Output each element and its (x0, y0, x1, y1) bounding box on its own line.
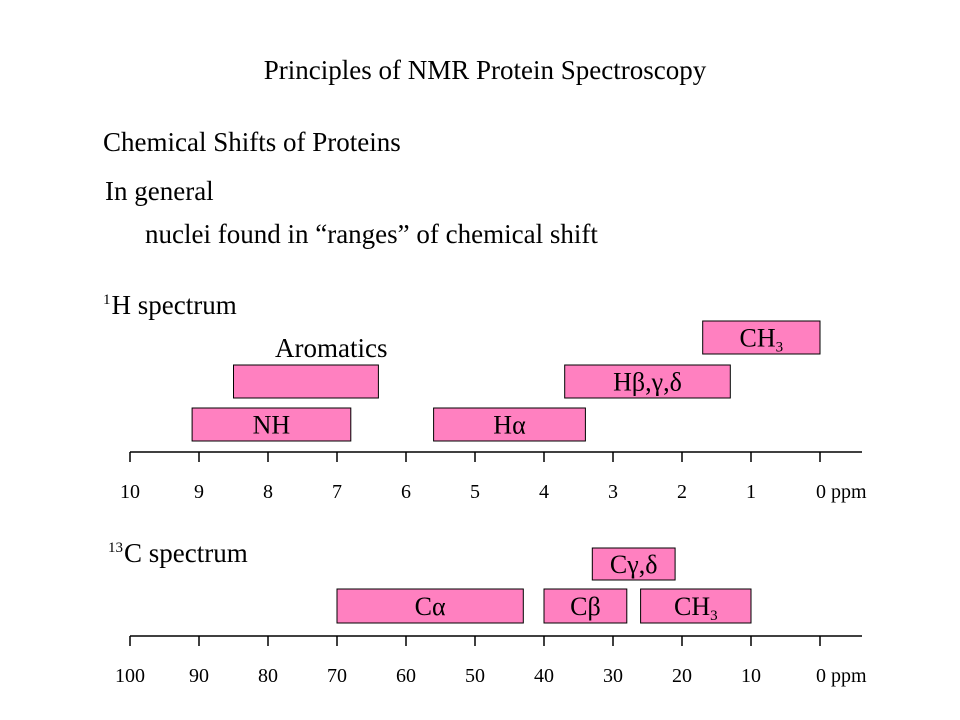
nh-label: NH (253, 411, 291, 440)
h-spectrum-label: 1H spectrum (103, 290, 237, 321)
tick-label: 60 (396, 665, 416, 687)
c-spectrum: 100 90 80 70 60 50 40 30 20 10 0 ppm Cα Cβ Cγ,δ CH3 (115, 547, 867, 687)
intro-line: In general (105, 176, 214, 206)
h-beta-gamma-delta-box (564, 364, 731, 399)
h-spectrum-text: H spectrum (111, 290, 237, 320)
section-heading: Chemical Shifts of Proteins (103, 127, 401, 157)
tick-label: 20 (672, 665, 692, 687)
h-beta-gamma-delta-range: Hβ,γ,δ (564, 364, 731, 399)
tick-label: 80 (258, 665, 278, 687)
c-spectrum-label: 13C spectrum (108, 538, 248, 569)
c-isotope-number: 13 (108, 540, 123, 556)
h-alpha-label: Hα (493, 411, 526, 440)
tick-label: 90 (189, 665, 209, 687)
tick-label: 6 (401, 481, 411, 503)
h-beta-gamma-delta-label: Hβ,γ,δ (613, 368, 682, 397)
tick-label: 100 (115, 665, 145, 687)
tick-label: 7 (332, 481, 342, 503)
tick-label: 30 (603, 665, 623, 687)
aromatics-label: Aromatics (275, 333, 388, 363)
aromatics-range (233, 364, 379, 399)
nh-box (191, 407, 352, 442)
c-alpha-box (336, 588, 524, 624)
ch3-box (640, 588, 752, 624)
nh-range: NH (191, 407, 352, 442)
tick-label: 3 (608, 481, 618, 503)
h-alpha-box (433, 407, 586, 442)
tick-label: 1 (746, 481, 756, 503)
c-alpha-range: Cα (336, 588, 524, 624)
tick-label: 2 (677, 481, 687, 503)
tick-label: 10 (120, 481, 140, 503)
c-gamma-delta-label: Cγ,δ (610, 550, 658, 579)
ranges-line: nuclei found in “ranges” of chemical shi… (145, 219, 598, 249)
tick-label: 9 (194, 481, 204, 503)
tick-label: 0 ppm (816, 665, 867, 687)
tick-label: 50 (465, 665, 485, 687)
c-beta-label: Cβ (570, 592, 601, 621)
page-title: Principles of NMR Protein Spectroscopy (263, 55, 707, 85)
c-alpha-label: Cα (415, 592, 446, 621)
tick-label: 0 ppm (816, 481, 867, 503)
c-beta-range: Cβ (543, 588, 628, 624)
h-spectrum: 10 9 8 7 6 5 4 3 2 1 0 ppm NH Hα Hβ,γ,δ CH3 (120, 320, 867, 503)
tick-label: 4 (539, 481, 549, 503)
aromatics-box (233, 364, 379, 399)
ch3-range: CH3 (702, 320, 821, 356)
tick-label: 10 (741, 665, 761, 687)
tick-label: 40 (534, 665, 554, 687)
tick-label: 5 (470, 481, 480, 503)
h-isotope-number: 1 (103, 292, 111, 308)
tick-label: 8 (263, 481, 273, 503)
h-alpha-range: Hα (433, 407, 586, 442)
ch3-box (702, 320, 821, 355)
ch3-label: CH3 (740, 324, 784, 356)
c-gamma-delta-range: Cγ,δ (591, 547, 676, 581)
ch3-range: CH3 (640, 588, 752, 624)
c-gamma-delta-box (591, 547, 676, 581)
tick-label: 70 (327, 665, 347, 687)
ch3-label: CH3 (674, 592, 718, 624)
c-spectrum-text: C spectrum (124, 538, 248, 568)
c-beta-box (543, 588, 628, 624)
